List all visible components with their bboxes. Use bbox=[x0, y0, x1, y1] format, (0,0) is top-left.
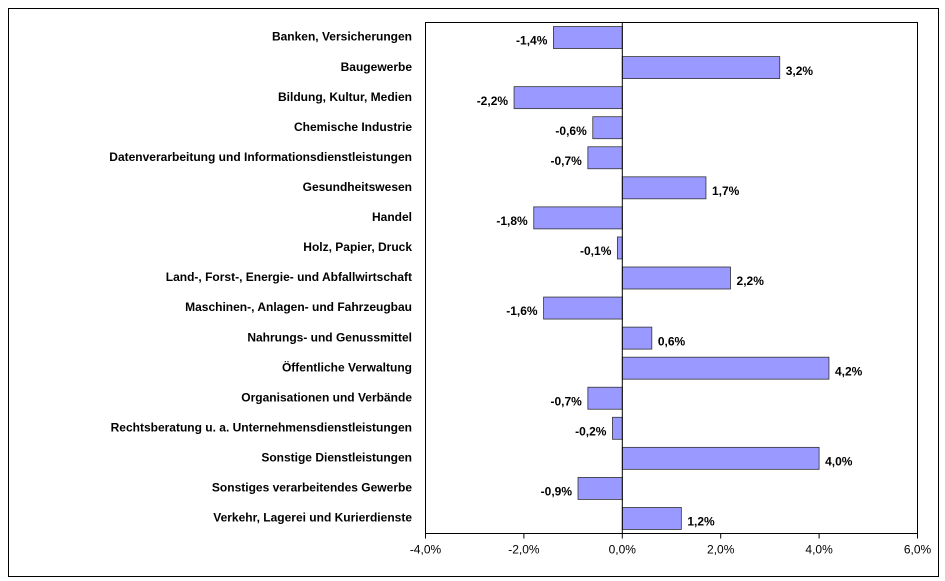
data-label: -1,4% bbox=[516, 34, 548, 48]
bar bbox=[587, 146, 623, 170]
data-label: -0,7% bbox=[551, 154, 583, 168]
bar bbox=[533, 206, 623, 230]
bar bbox=[621, 266, 731, 290]
bar bbox=[577, 477, 623, 500]
data-label: -0,9% bbox=[541, 485, 573, 499]
bar bbox=[621, 446, 820, 470]
y-tick-label: Organisationen und Verbände bbox=[241, 390, 412, 404]
bar bbox=[553, 26, 623, 49]
data-label: -0,2% bbox=[575, 424, 607, 438]
data-label: -2,2% bbox=[477, 94, 509, 108]
x-tick-label: 6,0% bbox=[904, 543, 932, 557]
chart-frame bbox=[8, 8, 939, 577]
bar bbox=[621, 356, 830, 380]
x-tick-label: -4,0% bbox=[410, 543, 442, 557]
y-tick-label: Chemische Industrie bbox=[294, 120, 412, 134]
data-label: 0,6% bbox=[658, 334, 686, 348]
bar bbox=[621, 56, 781, 79]
bar bbox=[621, 507, 682, 530]
data-label: -0,1% bbox=[580, 244, 612, 258]
y-tick-label: Rechtsberatung u. a. Unternehmensdienstl… bbox=[111, 420, 412, 434]
data-label: -1,6% bbox=[506, 304, 538, 318]
data-label: 3,2% bbox=[786, 64, 814, 78]
y-tick-label: Land-, Forst-, Energie- und Abfallwirtsc… bbox=[166, 270, 412, 284]
data-label: 4,2% bbox=[835, 364, 863, 378]
bar bbox=[612, 416, 623, 440]
y-tick-label: Bildung, Kultur, Medien bbox=[278, 90, 412, 104]
y-tick-label: Nahrungs- und Genussmittel bbox=[247, 330, 412, 344]
bar bbox=[621, 326, 653, 350]
y-tick-label: Gesundheitswesen bbox=[303, 180, 412, 194]
data-label: 4,0% bbox=[825, 455, 853, 469]
x-tick-label: 4,0% bbox=[805, 543, 833, 557]
y-tick-label: Öffentliche Verwaltung bbox=[282, 359, 412, 374]
y-tick-label: Baugewerbe bbox=[341, 60, 413, 74]
y-tick-label: Handel bbox=[372, 210, 412, 224]
y-tick-label: Banken, Versicherungen bbox=[272, 30, 412, 44]
data-label: -1,8% bbox=[496, 214, 528, 228]
y-tick-label: Datenverarbeitung und Informationsdienst… bbox=[109, 150, 412, 164]
y-tick-label: Sonstiges verarbeitendes Gewerbe bbox=[212, 481, 412, 495]
y-tick-label: Verkehr, Lagerei und Kurierdienste bbox=[213, 511, 412, 525]
bar bbox=[592, 116, 623, 140]
x-tick-label: -2,0% bbox=[508, 543, 540, 557]
data-label: -0,6% bbox=[555, 124, 587, 138]
bar bbox=[616, 236, 623, 260]
plot-frame bbox=[425, 22, 918, 534]
y-tick-label: Maschinen-, Anlagen- und Fahrzeugbau bbox=[185, 300, 412, 314]
bar bbox=[513, 86, 623, 110]
x-tick-label: 0,0% bbox=[609, 543, 637, 557]
data-label: 1,7% bbox=[712, 184, 740, 198]
y-tick-label: Sonstige Dienstleistungen bbox=[261, 451, 412, 465]
bar bbox=[587, 386, 623, 410]
data-label: -0,7% bbox=[551, 394, 583, 408]
data-label: 1,2% bbox=[687, 515, 715, 529]
y-tick-label: Holz, Papier, Druck bbox=[303, 240, 412, 254]
data-label: 2,2% bbox=[737, 274, 765, 288]
bar bbox=[543, 296, 623, 320]
bar bbox=[621, 176, 707, 200]
x-tick-label: 2,0% bbox=[707, 543, 735, 557]
